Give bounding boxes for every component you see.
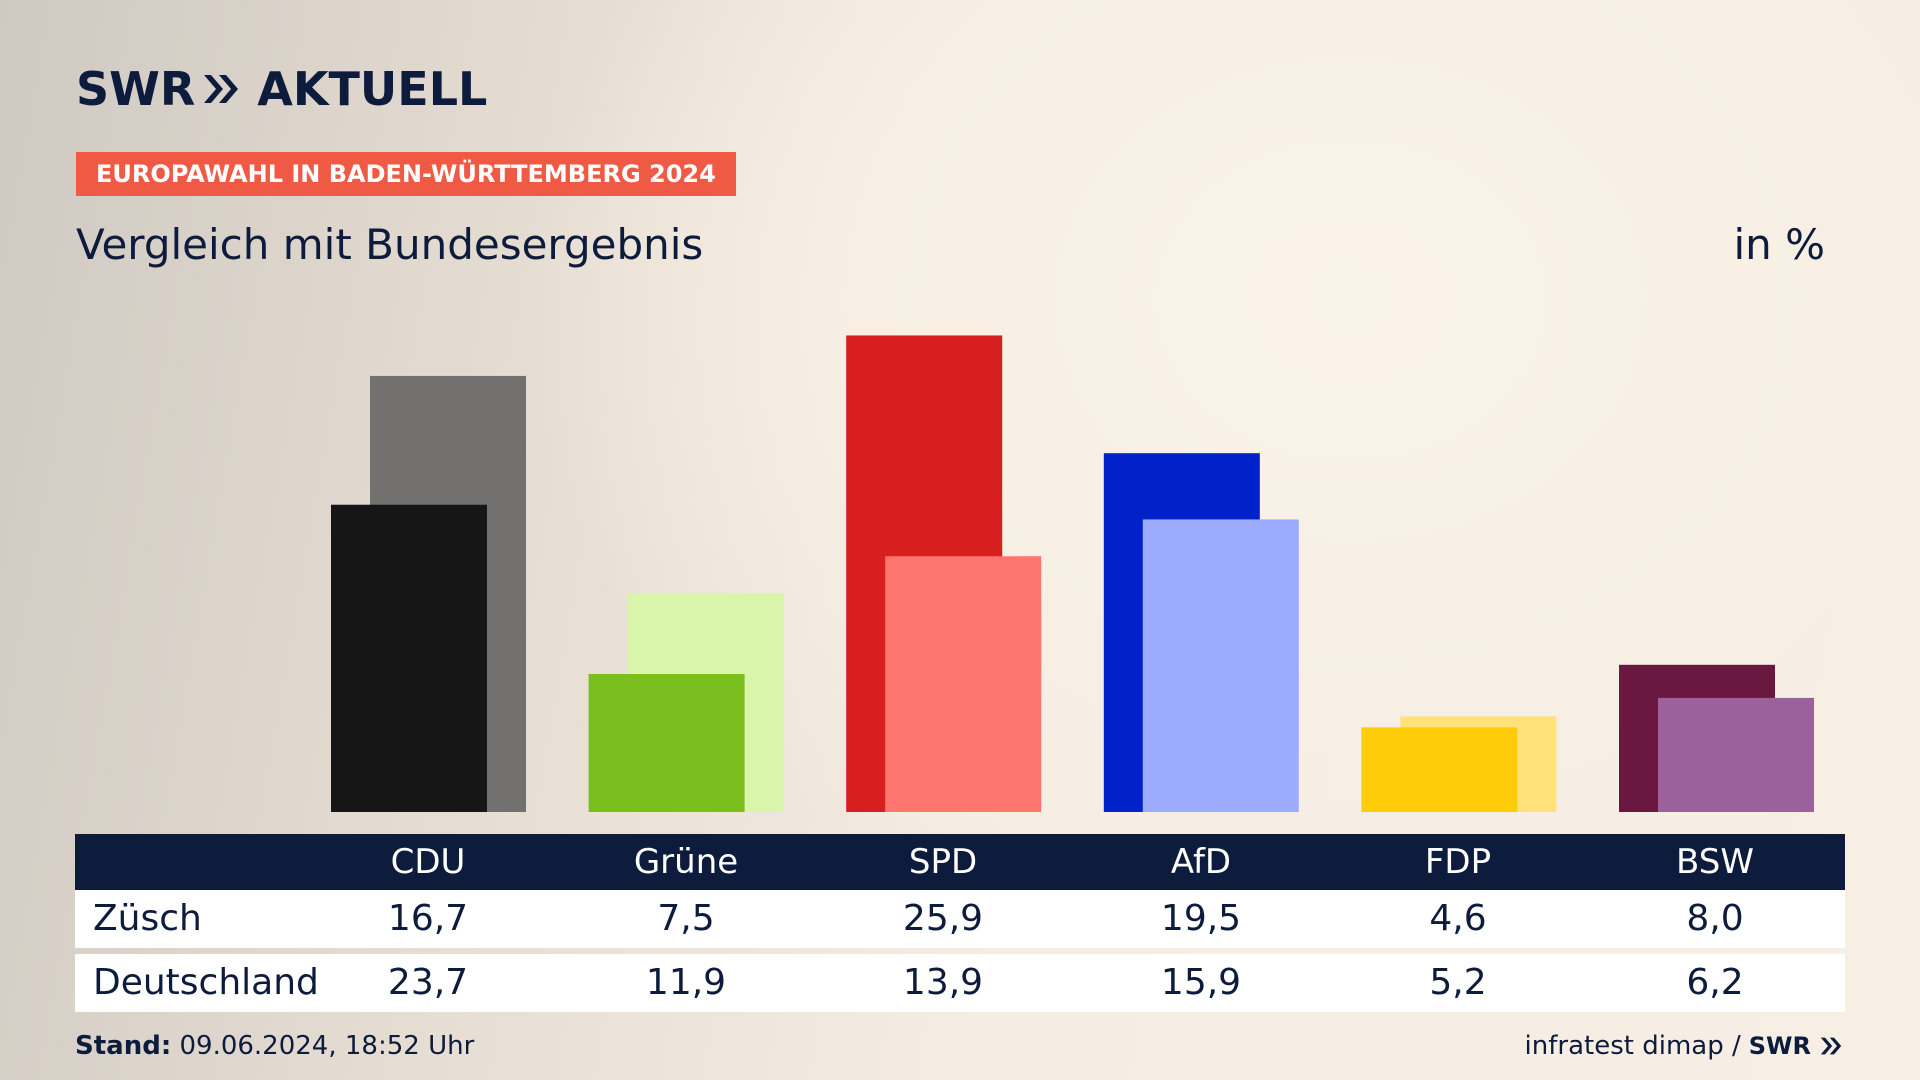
table-header-cell: FDP xyxy=(1424,842,1492,882)
unit-label: in % xyxy=(1733,220,1825,269)
logo-aktuell-text: AKTUELL xyxy=(257,62,488,116)
source-text: infratest dimap / xyxy=(1524,1031,1741,1061)
table-cell: 11,9 xyxy=(645,962,727,1003)
bar-afd-deutschland xyxy=(1142,519,1299,812)
table-cell: 23,7 xyxy=(387,962,469,1003)
table-row: Züsch 16,7 7,5 25,9 19,5 4,6 8,0 xyxy=(75,890,1845,948)
table-header-row: CDU Grüne SPD AfD FDP BSW xyxy=(75,834,1845,890)
table-row: Deutschland 23,7 11,9 13,9 15,9 5,2 6,2 xyxy=(75,954,1845,1012)
table-cell: 15,9 xyxy=(1160,962,1242,1003)
bar-cdu-zsch xyxy=(331,504,487,812)
table-cell: 8,0 xyxy=(1686,898,1744,939)
row-label: Deutschland xyxy=(93,962,319,1003)
timestamp: Stand: 09.06.2024, 18:52 Uhr xyxy=(75,1030,474,1062)
table-cell: 7,5 xyxy=(657,898,715,939)
chart-subtitle: Vergleich mit Bundesergebnis xyxy=(76,220,704,269)
table-header-cell: CDU xyxy=(390,842,466,882)
table-cell: 16,7 xyxy=(387,898,469,939)
swr-mini-logo: SWR xyxy=(1748,1032,1811,1060)
double-chevron-icon xyxy=(204,75,239,103)
bar-fdp-zsch xyxy=(1361,727,1518,812)
table-cell: 13,9 xyxy=(902,962,984,1003)
double-chevron-icon xyxy=(1820,1037,1842,1055)
bar-grne-zsch xyxy=(588,674,745,812)
table-header-cell: SPD xyxy=(908,842,978,882)
bar-chart xyxy=(331,335,1814,812)
table-header-cell: Grüne xyxy=(633,842,739,882)
table-cell: 6,2 xyxy=(1686,962,1744,1003)
bar-spd-deutschland xyxy=(885,556,1042,812)
election-tag: EUROPAWAHL IN BADEN-WÜRTTEMBERG 2024 xyxy=(76,152,736,196)
row-label: Züsch xyxy=(93,898,202,939)
results-table: CDU Grüne SPD AfD FDP BSW Züsch 16,7 7,5… xyxy=(75,834,1845,1012)
bar-bsw-deutschland xyxy=(1658,697,1814,812)
source-credit: infratest dimap / SWR xyxy=(1525,1030,1843,1062)
table-header-cell: BSW xyxy=(1676,842,1754,882)
swr-aktuell-logo: SWR AKTUELL xyxy=(76,66,487,112)
table-header-cell: AfD xyxy=(1170,842,1232,882)
table-cell: 4,6 xyxy=(1429,898,1487,939)
table-cell: 5,2 xyxy=(1429,962,1487,1003)
table-cell: 25,9 xyxy=(902,898,984,939)
stand-value: 09.06.2024, 18:52 Uhr xyxy=(179,1031,475,1061)
logo-swr-text: SWR xyxy=(76,62,196,116)
table-cell: 19,5 xyxy=(1160,898,1242,939)
stand-label: Stand: xyxy=(75,1031,172,1061)
